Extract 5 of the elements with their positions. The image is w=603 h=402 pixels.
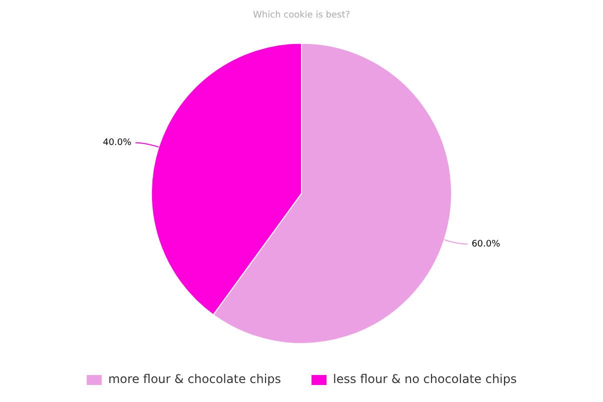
legend-label: more flour & chocolate chips: [108, 372, 282, 386]
chart-title: Which cookie is best?: [253, 10, 350, 21]
legend-label: less flour & no chocolate chips: [333, 372, 517, 386]
data-label: 60.0%: [472, 239, 501, 250]
data-label: 40.0%: [102, 138, 132, 148]
